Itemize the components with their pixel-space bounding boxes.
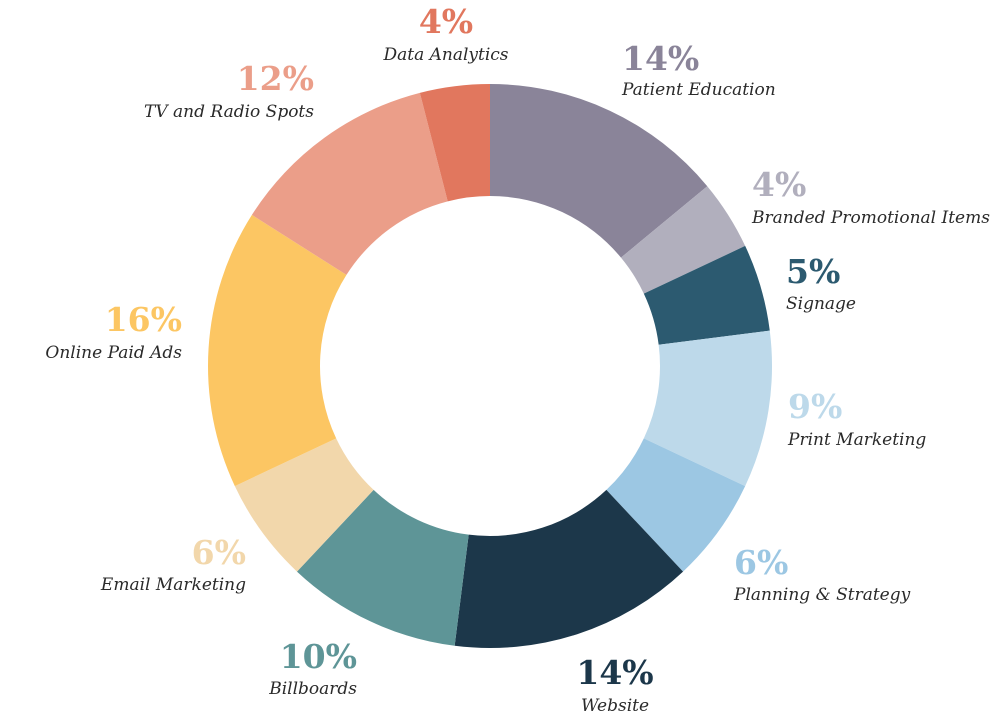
percent-label-data-analytics: 4% bbox=[419, 2, 473, 41]
slice-website bbox=[454, 489, 684, 648]
percent-label-planning-and-strategy: 6% bbox=[734, 543, 788, 582]
percent-label-signage: 5% bbox=[786, 252, 840, 291]
category-label-website: Website bbox=[581, 696, 649, 716]
slice-online-paid-ads bbox=[208, 214, 347, 487]
category-label-planning-and-strategy: Planning & Strategy bbox=[733, 585, 911, 605]
slice-data-analytics bbox=[419, 84, 490, 202]
slice-signage bbox=[643, 245, 770, 345]
percent-label-tv-and-radio-spots: 12% bbox=[237, 59, 314, 98]
percent-label-billboards: 10% bbox=[280, 637, 357, 676]
slice-planning-and-strategy bbox=[606, 438, 746, 572]
slice-email-marketing bbox=[234, 438, 374, 572]
category-label-tv-and-radio-spots: TV and Radio Spots bbox=[144, 102, 314, 122]
donut-slices bbox=[208, 84, 773, 648]
slice-billboards bbox=[296, 489, 469, 646]
category-label-patient-education: Patient Education bbox=[621, 80, 776, 100]
slice-print-marketing bbox=[643, 330, 773, 487]
percent-label-website: 14% bbox=[576, 653, 653, 692]
percent-label-patient-education: 14% bbox=[622, 39, 699, 78]
category-label-signage: Signage bbox=[786, 294, 856, 314]
slice-tv-and-radio-spots bbox=[251, 92, 448, 275]
slice-branded-promotional-items bbox=[620, 186, 746, 294]
percent-label-branded-promotional-items: 4% bbox=[752, 165, 806, 204]
slice-patient-education bbox=[490, 84, 708, 258]
percent-label-print-marketing: 9% bbox=[788, 387, 842, 426]
percent-label-email-marketing: 6% bbox=[192, 533, 246, 572]
category-label-print-marketing: Print Marketing bbox=[787, 430, 926, 450]
category-label-branded-promotional-items: Branded Promotional Items bbox=[751, 208, 990, 228]
category-label-email-marketing: Email Marketing bbox=[100, 575, 246, 595]
category-label-online-paid-ads: Online Paid Ads bbox=[45, 343, 182, 363]
category-label-billboards: Billboards bbox=[268, 679, 357, 699]
percent-label-online-paid-ads: 16% bbox=[105, 300, 182, 339]
category-label-data-analytics: Data Analytics bbox=[382, 45, 508, 65]
